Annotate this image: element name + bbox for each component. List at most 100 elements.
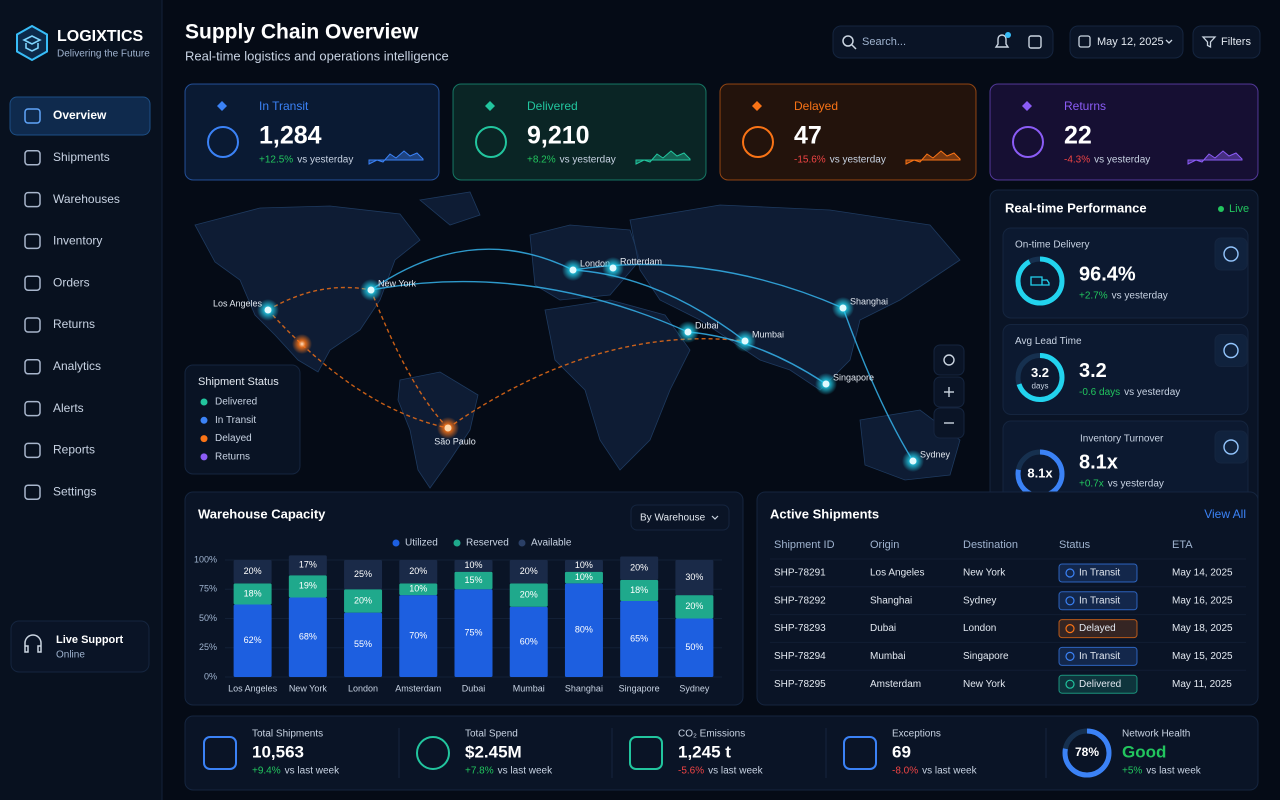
kpi-card bbox=[989, 83, 1259, 181]
bar-value-label: 50% bbox=[685, 642, 703, 652]
chart-legend-label: Utilized bbox=[405, 538, 438, 549]
chart-dropdown[interactable] bbox=[630, 504, 730, 531]
bar-segment bbox=[564, 583, 603, 677]
legend-dot bbox=[200, 416, 208, 424]
kpi-note: vs yesterday bbox=[1094, 155, 1150, 166]
nav-item[interactable]: Inventory bbox=[53, 234, 102, 248]
view-all-link[interactable]: View All bbox=[1204, 507, 1246, 521]
route-arc bbox=[572, 269, 746, 342]
metric-icon bbox=[1223, 246, 1239, 262]
table-header: Destination bbox=[963, 539, 1018, 551]
city-label: Singapore bbox=[833, 372, 874, 382]
bar-segment bbox=[399, 583, 438, 596]
chart-legend-swatch bbox=[392, 539, 400, 547]
brand-logo bbox=[16, 24, 48, 62]
hub-dot bbox=[741, 337, 749, 345]
table-header: Shipment ID bbox=[774, 539, 835, 551]
status-text: In Transit bbox=[1079, 568, 1120, 579]
brand-tagline: Delivering the Future bbox=[57, 49, 150, 60]
summary-label: Exceptions bbox=[892, 729, 941, 740]
map-legend-item: Returns bbox=[215, 452, 250, 463]
map-legend-item: Delayed bbox=[215, 433, 252, 444]
bar-segment bbox=[233, 604, 272, 677]
city-label: Rotterdam bbox=[620, 256, 662, 266]
legend-dot bbox=[200, 435, 208, 443]
nav-item[interactable]: Reports bbox=[53, 443, 95, 457]
kpi-sparkline bbox=[1187, 150, 1243, 165]
legend-dot bbox=[200, 453, 208, 461]
nav-item[interactable]: Returns bbox=[53, 317, 95, 331]
nav-icon bbox=[24, 317, 41, 333]
summary-change: +7.8% bbox=[465, 766, 494, 777]
map-locate-button[interactable] bbox=[933, 344, 965, 376]
nav-item[interactable]: Settings bbox=[53, 484, 96, 498]
kpi-value: 1,284 bbox=[259, 122, 322, 150]
status-text: In Transit bbox=[1079, 595, 1120, 606]
hub-dot bbox=[909, 457, 917, 465]
hub-dot bbox=[367, 286, 375, 294]
table-cell: May 15, 2025 bbox=[1172, 651, 1233, 662]
bar-segment bbox=[675, 618, 714, 677]
ring-arc bbox=[1015, 256, 1065, 306]
nav-item[interactable]: Shipments bbox=[53, 150, 110, 164]
map-control-glyph bbox=[943, 354, 955, 366]
metric-change: +0.7x bbox=[1079, 479, 1104, 490]
metric-label: Inventory Turnover bbox=[1080, 434, 1164, 445]
kpi-label: In Transit bbox=[259, 99, 309, 113]
summary-change: -8.0% bbox=[892, 766, 918, 777]
bar-segment bbox=[564, 560, 603, 572]
nav-item[interactable]: Warehouses bbox=[53, 192, 120, 206]
nav-item[interactable]: Orders bbox=[53, 275, 90, 289]
notification-icon[interactable] bbox=[994, 34, 1010, 48]
route-arc bbox=[687, 331, 827, 385]
status-icon bbox=[1065, 568, 1075, 578]
bar-segment bbox=[564, 571, 603, 584]
kpi-sparkline bbox=[905, 150, 961, 165]
performance-title: Real-time Performance bbox=[1005, 200, 1147, 215]
table-cell: New York bbox=[963, 679, 1006, 690]
nav-icon bbox=[24, 150, 41, 166]
route-arc bbox=[267, 309, 449, 429]
filters-button[interactable] bbox=[1192, 25, 1261, 59]
page-subtitle: Real-time logistics and operations intel… bbox=[185, 48, 449, 63]
bar-value-label: 60% bbox=[520, 636, 538, 646]
date-picker[interactable] bbox=[1069, 25, 1184, 59]
bar-segment bbox=[509, 560, 548, 584]
kpi-icon bbox=[475, 126, 507, 158]
share-icon[interactable] bbox=[1028, 35, 1042, 49]
table-cell: Sydney bbox=[963, 595, 996, 606]
support-card[interactable] bbox=[10, 620, 150, 673]
summary-value: 69 bbox=[892, 742, 911, 761]
live-text: Live bbox=[1229, 203, 1249, 215]
nav-item[interactable]: Analytics bbox=[53, 359, 101, 373]
metric-icon-button bbox=[1214, 430, 1248, 464]
bar-value-label: 25% bbox=[354, 569, 372, 579]
support-status: Online bbox=[56, 650, 85, 661]
kpi-value: 22 bbox=[1064, 122, 1092, 150]
bar-value-label: 62% bbox=[244, 635, 262, 645]
health-ring-arc bbox=[1062, 728, 1112, 778]
bar-value-label: 65% bbox=[630, 633, 648, 643]
live-dot bbox=[1218, 206, 1224, 212]
map-legend bbox=[184, 364, 301, 475]
bar-segment bbox=[344, 589, 383, 613]
nav-item[interactable]: Overview bbox=[53, 108, 107, 122]
bar-value-label: 20% bbox=[685, 601, 703, 611]
table-cell: Singapore bbox=[963, 651, 1009, 662]
search-box[interactable] bbox=[832, 25, 1054, 59]
metric-icon-button bbox=[1214, 237, 1248, 271]
city-label: Los Angeles bbox=[213, 298, 263, 308]
summary-strip bbox=[184, 715, 1259, 791]
summary-value: $2.45M bbox=[465, 742, 522, 761]
metric-note: vs yesterday bbox=[1108, 479, 1164, 490]
bar-value-label: 18% bbox=[630, 585, 648, 595]
kpi-card bbox=[452, 83, 707, 181]
y-tick-label: 100% bbox=[194, 554, 217, 564]
table-cell: SHP-78293 bbox=[774, 623, 826, 634]
bar-value-label: 18% bbox=[244, 588, 262, 598]
nav-item[interactable]: Alerts bbox=[53, 401, 84, 415]
health-ring-value: 78% bbox=[1075, 745, 1099, 759]
bar-segment bbox=[288, 555, 327, 576]
